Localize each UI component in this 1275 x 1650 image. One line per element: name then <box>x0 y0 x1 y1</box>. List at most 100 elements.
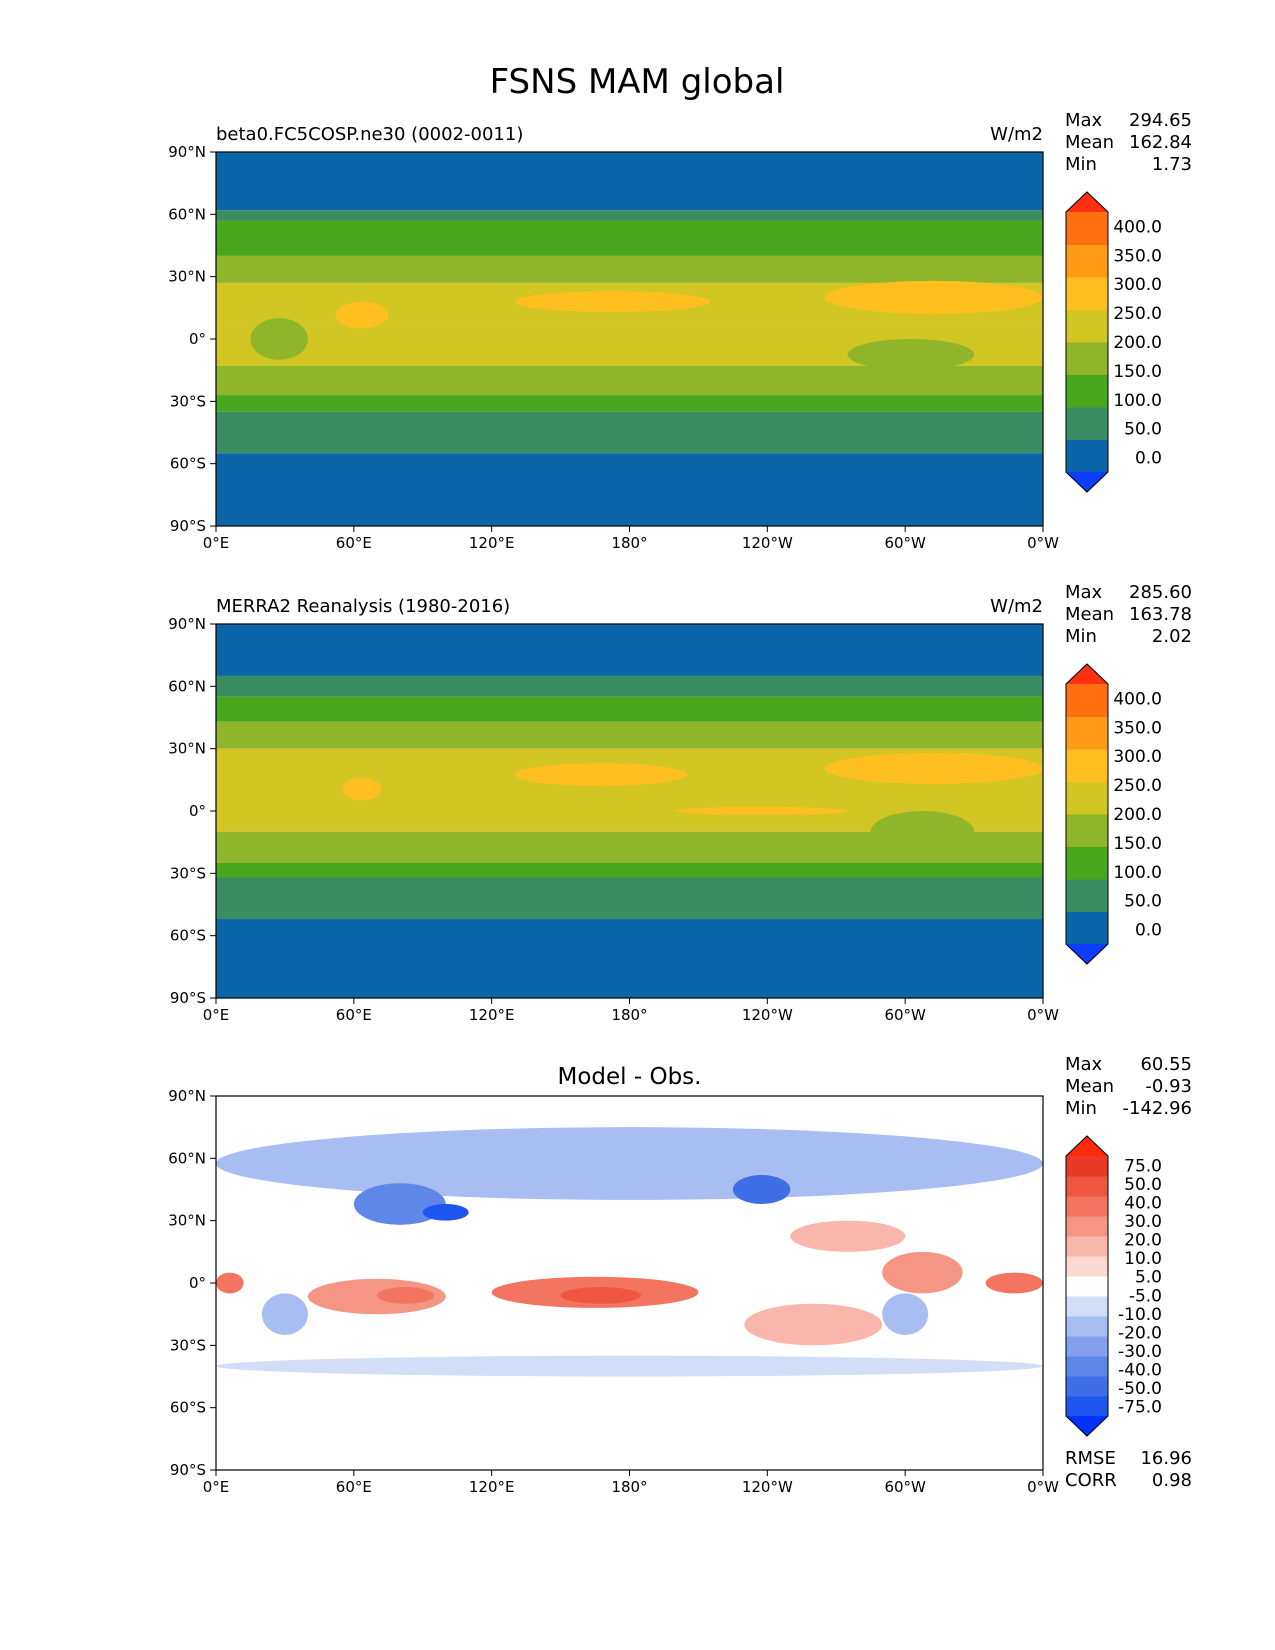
colorbar-segment <box>1066 1316 1108 1337</box>
colorbar-tick-label: 250.0 <box>1113 304 1162 324</box>
colorbar-segment <box>1066 716 1108 750</box>
colorbar-tick-label: 10.0 <box>1124 1249 1162 1269</box>
colorbar-tick-label: 5.0 <box>1135 1268 1162 1288</box>
field-patch <box>342 777 382 801</box>
stat-value: -142.96 <box>1123 1098 1192 1119</box>
colorbar-segment <box>1066 212 1108 245</box>
y-tick-label: 90°N <box>168 615 206 633</box>
colorbar-tick-label: -10.0 <box>1118 1305 1162 1325</box>
colorbar-tick-label: 50.0 <box>1124 892 1162 912</box>
y-tick-label: 60°N <box>168 205 206 223</box>
colorbar-outline <box>1065 1135 1109 1437</box>
panel-units: W/m2 <box>990 124 1043 145</box>
field-patch <box>824 280 1043 315</box>
colorbar-extend-max <box>1066 1136 1108 1156</box>
colorbar-tick-label: 400.0 <box>1113 689 1162 709</box>
colorbar-tick-label: -75.0 <box>1118 1398 1162 1418</box>
stat-label: Max <box>1065 110 1103 131</box>
y-tick-label: 90°S <box>170 517 206 535</box>
field-patch <box>675 806 848 816</box>
y-tick-label: 60°N <box>168 1149 206 1167</box>
y-tick-label: 30°N <box>168 268 206 286</box>
x-tick-label: 0°E <box>203 534 230 552</box>
stat-label: Mean <box>1065 604 1114 625</box>
x-tick-label: 120°E <box>469 534 515 552</box>
colorbar-tick-label: 50.0 <box>1124 420 1162 440</box>
stat-value: 163.78 <box>1129 604 1192 625</box>
colorbar-tick-label: 200.0 <box>1113 805 1162 825</box>
colorbar-segment <box>1066 1156 1108 1177</box>
colorbar-segment <box>1066 244 1108 278</box>
stat-value: 1.73 <box>1152 154 1192 175</box>
colorbar-segment <box>1066 879 1108 912</box>
map-field <box>216 624 1043 998</box>
colorbar-segment <box>1066 1196 1108 1217</box>
x-tick-label: 0°W <box>1027 1478 1059 1496</box>
zonal-band <box>216 395 1043 412</box>
colorbar-tick-label: 40.0 <box>1124 1193 1162 1213</box>
colorbar-tick-label: 100.0 <box>1113 863 1162 883</box>
colorbar-tick-label: 400.0 <box>1113 217 1162 237</box>
stat-value: -0.93 <box>1145 1076 1192 1097</box>
colorbar-tick-label: 350.0 <box>1113 718 1162 738</box>
field-patch <box>216 1127 1043 1200</box>
field-patch <box>732 1174 791 1205</box>
zonal-band <box>216 220 1043 256</box>
field-patch <box>514 291 710 312</box>
zonal-band <box>216 862 1043 878</box>
colorbar-segment <box>1066 277 1108 310</box>
field-patch <box>560 1287 641 1304</box>
y-tick-label: 30°S <box>170 1336 206 1354</box>
colorbar-segment <box>1066 309 1108 343</box>
colorbar-tick-label: 150.0 <box>1113 362 1162 382</box>
panel-reference: 0°E 60°E 120°E 180° 120°W 60°W 0°W 90°N 60°N 30°N… <box>168 582 1192 1024</box>
y-tick-label: 90°N <box>168 143 206 161</box>
field-patch <box>824 752 1043 784</box>
colorbar-tick-label: -50.0 <box>1118 1379 1162 1399</box>
colorbar-tick-label: -40.0 <box>1118 1361 1162 1381</box>
x-tick-label: 0°E <box>203 1006 230 1024</box>
zonal-band <box>216 411 1043 454</box>
extra-stat-label: CORR <box>1065 1470 1117 1491</box>
zonal-band <box>216 675 1043 697</box>
y-tick-label: 60°S <box>170 1399 206 1417</box>
x-tick-label: 120°E <box>469 1478 515 1496</box>
colorbar-segment <box>1066 781 1108 815</box>
colorbar-segment <box>1066 1176 1108 1197</box>
panel-units: W/m2 <box>990 596 1043 617</box>
colorbar-tick-label: 100.0 <box>1113 391 1162 411</box>
stat-label: Max <box>1065 582 1103 603</box>
colorbar-tick-label: 50.0 <box>1124 1175 1162 1195</box>
colorbar-segment <box>1066 1396 1108 1417</box>
zonal-band <box>216 453 1043 526</box>
colorbar-extend-min <box>1066 1416 1108 1436</box>
panel-title-left: beta0.FC5COSP.ne30 (0002-0011) <box>216 124 523 145</box>
x-tick-label: 60°E <box>336 1478 372 1496</box>
x-tick-label: 120°W <box>742 1006 793 1024</box>
colorbar-tick-label: 30.0 <box>1124 1212 1162 1232</box>
x-tick-label: 60°W <box>884 1478 926 1496</box>
field-patch <box>216 1272 244 1294</box>
y-tick-label: 30°N <box>168 740 206 758</box>
field-patch <box>985 1272 1043 1294</box>
x-tick-label: 120°W <box>742 534 793 552</box>
x-tick-label: 60°E <box>336 1006 372 1024</box>
colorbar-segment <box>1066 1356 1108 1377</box>
colorbar-segment <box>1066 1376 1108 1397</box>
colorbar-segment <box>1066 1236 1108 1257</box>
zonal-band <box>216 877 1043 920</box>
y-tick-label: 0° <box>189 1274 206 1292</box>
field-patch <box>790 1220 906 1252</box>
colorbar-outline <box>1065 663 1109 965</box>
panels: 0°E 60°E 120°E 180° 120°W 60°W 0°W 90°N 60°N 30°N… <box>168 110 1192 1496</box>
x-tick-label: 0°W <box>1027 1006 1059 1024</box>
field-patch <box>882 1251 963 1294</box>
x-tick-label: 180° <box>611 1006 647 1024</box>
panel-title-left: MERRA2 Reanalysis (1980-2016) <box>216 596 510 617</box>
field-patch <box>335 301 389 329</box>
extra-stat-value: 0.98 <box>1152 1470 1192 1491</box>
x-tick-label: 60°W <box>884 1006 926 1024</box>
zonal-band <box>216 366 1043 396</box>
y-tick-label: 30°N <box>168 1212 206 1230</box>
